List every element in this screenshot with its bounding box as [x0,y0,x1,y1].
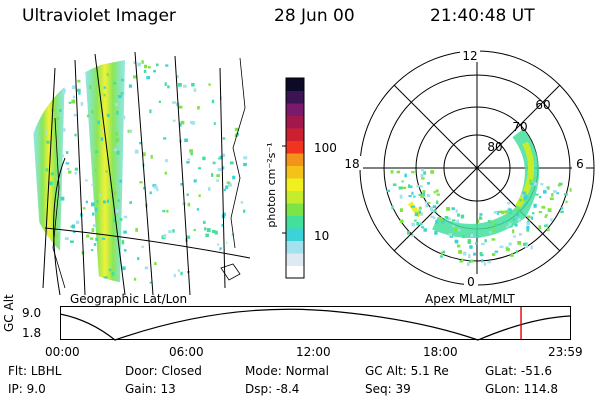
mlt-label-0: 0 [467,275,475,289]
colorbar-segment [286,203,304,216]
colorbar-segment [286,103,304,116]
color-scale-unit: photon cm⁻²s⁻¹ [265,142,278,227]
colorbar-segment [286,228,304,241]
colorbar-segment [286,153,304,166]
date-label: 28 Jun 00 [274,6,355,26]
coastline [52,57,246,289]
colorbar-segment [286,265,304,279]
status-mode: Mode: Normal [245,364,329,378]
status-glat-value: -51.6 [520,364,552,378]
colorbar-segment [286,165,304,179]
status-glat: GLat: -51.6 [485,364,552,378]
altitude-plot [60,306,571,341]
status-seq: Seq: 39 [365,382,411,396]
colorbar-segment [286,90,304,104]
status-flt: Flt: LBHL [8,364,62,378]
status-flt-value: LBHL [30,364,62,378]
colorbar-tick-100: 100 [314,141,337,155]
status-mode-value: Normal [285,364,329,378]
alt-xtick-2: 12:00 [296,345,331,359]
alt-xtick-3: 18:00 [423,345,458,359]
mlt-label-6: 6 [576,157,584,171]
color-scale-bar: photon cm⁻²s⁻¹ [265,77,305,279]
geographic-image [27,51,253,295]
status-dsp: Dsp: -8.4 [245,382,300,396]
status-gc-alt: GC Alt: 5.1 Re [365,364,449,378]
lat-label-70: 70 [512,120,527,134]
colorbar-segment [286,140,304,154]
left-panel-caption: Geographic Lat/Lon [70,292,188,306]
polar-grid [359,50,595,286]
alt-xtick-4: 23:59 [548,345,583,359]
status-ip-value: 9.0 [26,382,46,396]
status-gc-alt-value: 5.1 Re [410,364,449,378]
lat-lon-grid [42,51,251,295]
colorbar-segment [286,215,304,229]
aurora-band [85,60,125,284]
mlt-label-18: 18 [344,157,359,171]
time-label: 21:40:48 UT [430,6,535,26]
status-glon-value: 114.8 [523,382,558,396]
colorbar-segment [286,78,304,91]
colorbar-segment [286,240,304,254]
status-seq-value: 39 [395,382,411,396]
polar-mlt-plot: 12 18 6 0 60 70 80 [341,49,595,289]
colorbar-segment [286,115,304,129]
alt-plot-ylabel: GC Alt [2,294,16,332]
alt-ytick-9: 9.0 [22,306,42,320]
colorbar-segment [286,128,304,141]
colorbar-segment [286,253,304,266]
polar-aurora-oval [386,128,572,266]
status-door-value: Closed [161,364,202,378]
status-glon: GLon: 114.8 [485,382,558,396]
status-ip: IP: 9.0 [8,382,46,396]
app-title: Ultraviolet Imager [22,6,176,26]
alt-xtick-0: 00:00 [45,345,80,359]
colorbar-segment [286,178,304,191]
status-door: Door: Closed [125,364,202,378]
alt-ytick-1-8: 1.8 [22,326,42,340]
right-panel-caption: Apex MLat/MLT [425,292,515,306]
mlt-label-12: 12 [462,49,477,63]
lat-label-80: 80 [487,140,502,154]
colorbar-tick-10: 10 [314,229,330,243]
status-dsp-value: -8.4 [275,382,300,396]
lat-label-60: 60 [535,98,550,112]
status-gain: Gain: 13 [125,382,176,396]
status-gain-value: 13 [160,382,176,396]
alt-xtick-1: 06:00 [169,345,204,359]
altitude-curve [60,308,571,341]
colorbar-segment [286,190,304,204]
